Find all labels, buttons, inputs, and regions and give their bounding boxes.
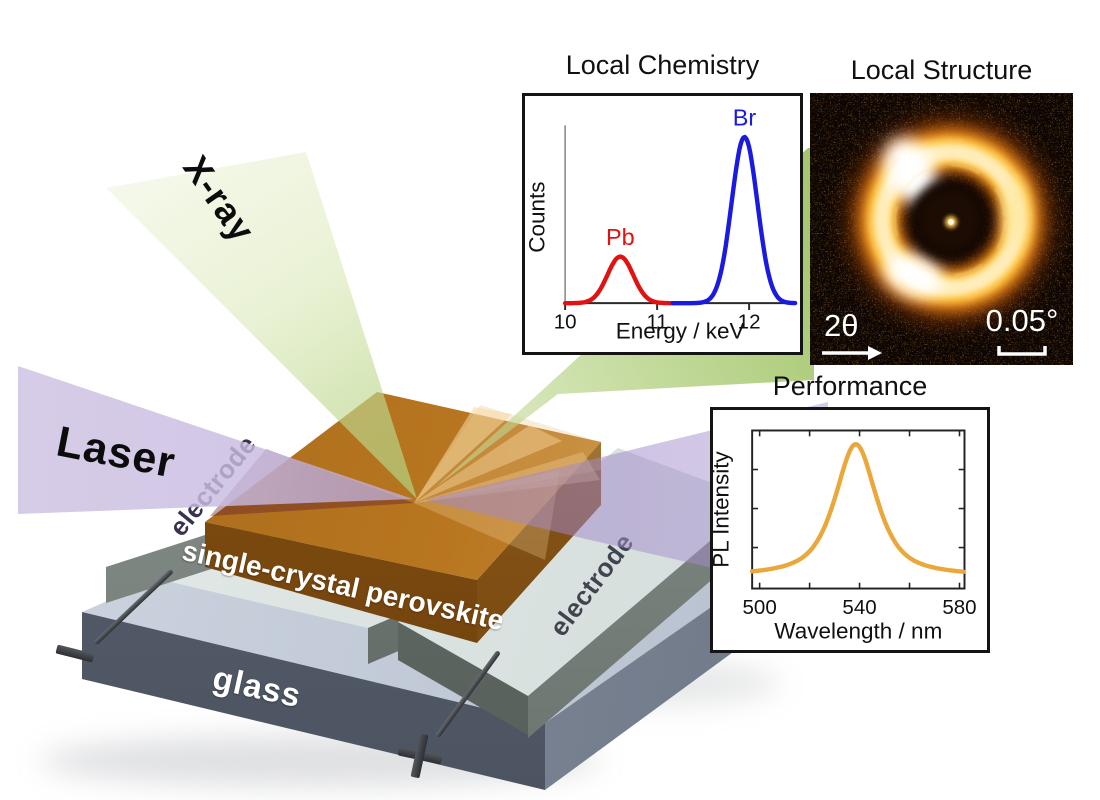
- laser-label: Laser: [52, 417, 180, 488]
- x-tick-label: 10: [554, 311, 577, 334]
- diffraction-image: 2θ 0.05°: [810, 93, 1073, 365]
- device-shadow-right: [520, 660, 780, 706]
- dark-speckle: [810, 93, 1073, 365]
- positive-wire: [435, 649, 501, 738]
- performance-panel-title: Performance: [772, 371, 928, 401]
- electrode-right-label: electrode: [543, 527, 640, 642]
- two-theta-arrow: [822, 346, 882, 360]
- scale-value-label: 0.05°: [986, 303, 1059, 338]
- scale-bar: [997, 346, 1047, 356]
- two-theta-label: 2θ: [824, 308, 858, 343]
- x-axis-label: Wavelength / nm: [774, 618, 942, 643]
- x-tick-label: 500: [743, 596, 777, 619]
- pl-curve: [749, 442, 966, 574]
- peak-label-br: Br: [733, 104, 757, 130]
- electrode-left-label: electrode: [163, 429, 263, 542]
- x-tick-label: 540: [842, 596, 876, 619]
- chemistry-panel-title: Local Chemistry: [565, 50, 760, 80]
- minus-terminal: [55, 644, 95, 663]
- x-tick-label: 12: [738, 311, 761, 334]
- x-tick-label: 11: [646, 311, 667, 334]
- chemistry-panel: 10 11 12 Energy / keV Counts Pb Br: [522, 93, 803, 355]
- structure-panel-title: Local Structure: [850, 55, 1033, 85]
- structure-panel: 2θ 0.05°: [810, 93, 1073, 365]
- x-axis-label: Energy / keV: [616, 318, 745, 343]
- y-axis-label: Counts: [525, 182, 550, 253]
- plus-terminal: [392, 728, 449, 785]
- performance-panel: 500 540 580 Wavelength / nm PL Intensity: [710, 407, 990, 653]
- spectrum-curve-pb: [562, 254, 675, 306]
- peak-label-pb: Pb: [606, 224, 635, 250]
- crystal-label: single-crystal perovskite: [179, 534, 507, 637]
- y-axis-label: PL Intensity: [713, 451, 734, 568]
- spectrum-curve-br: [670, 134, 798, 306]
- glass-label: glass: [209, 658, 305, 715]
- negative-wire: [93, 568, 174, 645]
- plot-box: [751, 429, 966, 590]
- xray-label: X-ray: [175, 148, 264, 250]
- x-tick-label: 580: [942, 596, 976, 619]
- device-shadow: [40, 735, 600, 787]
